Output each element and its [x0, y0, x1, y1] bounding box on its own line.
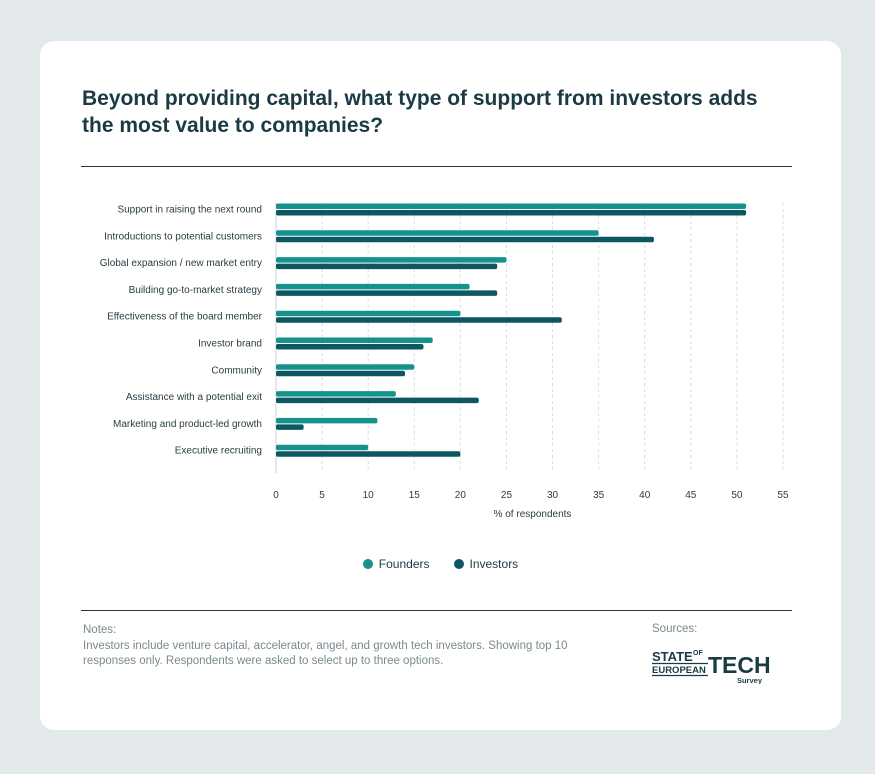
founders-bar [276, 257, 507, 263]
x-tick-label: 30 [547, 490, 559, 501]
investors-bar [276, 424, 304, 430]
x-tick-label: 20 [455, 490, 467, 501]
founders-bar [276, 203, 747, 209]
category-label: Assistance with a potential exit [126, 392, 262, 403]
legend-label-founders: Founders [378, 557, 430, 571]
chart-card: Beyond providing capital, what type of s… [40, 41, 841, 730]
logo-tech: TECH [708, 652, 771, 678]
founders-bar [276, 364, 415, 370]
category-label: Support in raising the next round [117, 205, 262, 216]
x-axis-title: % of respondents [494, 509, 572, 520]
notes-text: Investors include venture capital, accel… [83, 640, 568, 667]
logo-european: EUROPEAN [652, 665, 706, 676]
x-tick-labels: 0 5 10 15 20 25 30 35 40 45 50 55 [273, 490, 789, 501]
investors-bar [276, 210, 747, 216]
logo-state: STATE [652, 649, 693, 664]
founders-swatch [362, 559, 373, 569]
state-of-european-tech-logo: STATE OF EUROPEAN TECH Survey [652, 649, 771, 684]
title-divider [81, 166, 792, 167]
category-label: Effectiveness of the board member [107, 312, 263, 323]
sources-label: Sources: [652, 623, 698, 635]
legend-item-founders[interactable]: Founders [362, 557, 430, 571]
founders-bar [276, 391, 396, 397]
footer-divider [81, 610, 792, 611]
notes: Notes: Investors include venture capital… [83, 623, 623, 669]
founders-bar [276, 283, 470, 290]
bars [276, 203, 747, 457]
founders-bar [276, 417, 378, 424]
x-tick-label: 5 [319, 490, 325, 501]
x-tick-label: 55 [777, 490, 789, 501]
category-label: Executive recruiting [175, 446, 262, 457]
investors-bar [276, 397, 479, 404]
bar-chart: Support in raising the next round Introdu… [100, 203, 789, 520]
logo-survey: Survey [737, 676, 763, 684]
legend-label-investors: Investors [469, 557, 519, 571]
logo-of: OF [693, 650, 703, 657]
x-tick-label: 25 [501, 490, 513, 501]
category-labels: Support in raising the next round Introdu… [100, 205, 263, 457]
investors-bar [276, 370, 406, 377]
founders-bar [276, 337, 433, 343]
x-tick-label: 45 [685, 490, 697, 501]
category-label: Global expansion / new market entry [100, 258, 262, 269]
investors-bar [276, 236, 654, 243]
investors-bar [276, 317, 562, 323]
x-tick-label: 0 [273, 490, 279, 501]
chart-title: Beyond providing capital, what type of s… [82, 87, 758, 137]
investors-bar [276, 263, 498, 270]
legend-item-investors[interactable]: Investors [453, 557, 519, 571]
x-tick-label: 15 [409, 490, 421, 501]
founders-bar [276, 444, 369, 451]
category-label: Investor brand [198, 339, 262, 350]
category-label: Marketing and product-led growth [113, 419, 262, 430]
legend: Founders Investors [40, 557, 841, 571]
category-label: Introductions to potential customers [104, 231, 262, 242]
x-tick-label: 10 [363, 490, 375, 501]
investors-swatch [453, 559, 464, 569]
founders-bar [276, 310, 461, 317]
notes-label: Notes: [83, 624, 117, 636]
x-tick-label: 50 [731, 490, 743, 501]
investors-bar [276, 451, 461, 457]
investors-bar [276, 344, 424, 350]
category-label: Community [211, 365, 262, 376]
investors-bar [276, 290, 498, 296]
x-tick-label: 35 [593, 490, 605, 501]
x-tick-label: 40 [639, 490, 651, 501]
category-label: Building go-to-market strategy [129, 285, 262, 296]
founders-bar [276, 230, 599, 236]
